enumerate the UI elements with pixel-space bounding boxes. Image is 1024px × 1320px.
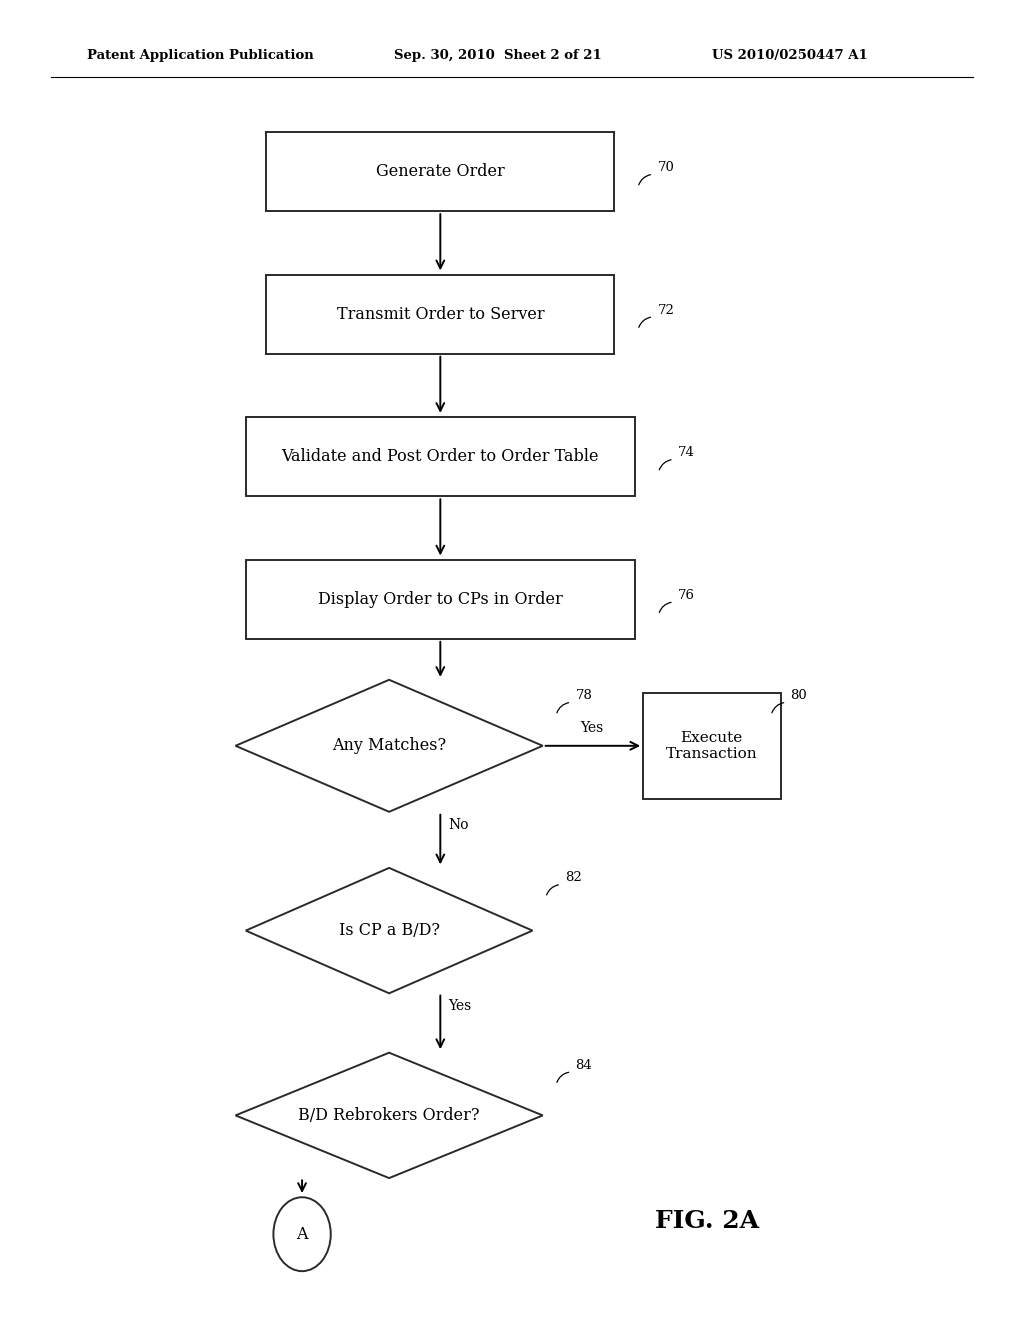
Text: 80: 80 [791,689,807,702]
Text: Yes: Yes [449,999,472,1012]
Text: Yes: Yes [581,721,603,735]
Text: Transmit Order to Server: Transmit Order to Server [337,306,544,322]
Text: Validate and Post Order to Order Table: Validate and Post Order to Order Table [282,449,599,465]
Polygon shape [236,680,543,812]
Bar [266,132,614,211]
Text: Display Order to CPs in Order: Display Order to CPs in Order [317,591,563,607]
Text: 76: 76 [678,589,695,602]
Text: A: A [296,1226,308,1242]
Text: 74: 74 [678,446,694,459]
Text: Patent Application Publication: Patent Application Publication [87,49,313,62]
Text: 78: 78 [575,689,592,702]
Bar [246,560,635,639]
Text: Generate Order: Generate Order [376,164,505,180]
Text: 70: 70 [657,161,674,174]
Text: Execute
Transaction: Execute Transaction [666,731,758,760]
Text: 82: 82 [565,871,582,884]
Text: Sep. 30, 2010  Sheet 2 of 21: Sep. 30, 2010 Sheet 2 of 21 [394,49,602,62]
Bar [643,693,780,799]
Text: FIG. 2A: FIG. 2A [655,1209,760,1233]
Bar [266,275,614,354]
Circle shape [273,1197,331,1271]
Text: B/D Rebrokers Order?: B/D Rebrokers Order? [298,1107,480,1123]
Bar [246,417,635,496]
Text: No: No [449,818,469,832]
Text: Is CP a B/D?: Is CP a B/D? [339,923,439,939]
Text: Any Matches?: Any Matches? [332,738,446,754]
Polygon shape [246,869,532,993]
Text: US 2010/0250447 A1: US 2010/0250447 A1 [712,49,867,62]
Text: 84: 84 [575,1059,592,1072]
Text: 72: 72 [657,304,674,317]
Polygon shape [236,1053,543,1177]
